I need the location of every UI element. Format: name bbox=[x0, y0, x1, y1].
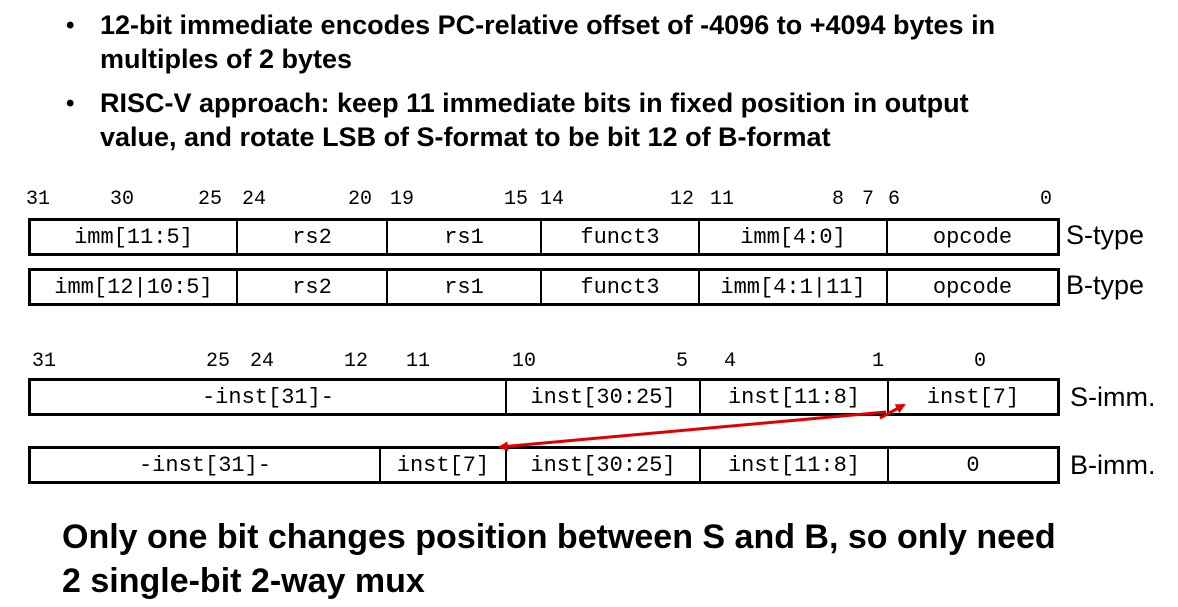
s-imm-field-inst-11-8: inst[11:8] bbox=[701, 381, 889, 413]
bit-number: 15 bbox=[504, 188, 529, 211]
s-type-format-row: imm[11:5] rs2 rs1 funct3 imm[4:0] opcode bbox=[28, 218, 1060, 256]
bit-number: 0 bbox=[1040, 188, 1053, 211]
s-type-label: S-type bbox=[1066, 220, 1145, 250]
bit-number: 8 bbox=[832, 188, 845, 211]
bit-number: 6 bbox=[888, 188, 901, 211]
bullet-2-line-1: RISC-V approach: keep 11 immediate bits … bbox=[100, 88, 969, 118]
b-type-field-imm-4-1-11: imm[4:1|11] bbox=[700, 271, 888, 303]
b-type-label: B-type bbox=[1066, 270, 1145, 300]
b-type-field-opcode: opcode bbox=[932, 274, 1013, 300]
bit-number: 4 bbox=[724, 350, 737, 373]
b-imm-field-inst-7: inst[7] bbox=[381, 449, 507, 481]
b-imm-field-inst-11-8: inst[11:8] bbox=[701, 449, 889, 481]
bit-number: 31 bbox=[26, 188, 51, 211]
bit-number: 20 bbox=[348, 188, 373, 211]
bit-number: 25 bbox=[198, 188, 223, 211]
bit-number: 5 bbox=[676, 350, 689, 373]
s-type-field-rs1: rs1 bbox=[388, 221, 542, 253]
s-imm-label: S-imm. bbox=[1070, 382, 1156, 412]
s-imm-field-inst-30-25: inst[30:25] bbox=[507, 381, 701, 413]
bullet-1-line-1: 12-bit immediate encodes PC-relative off… bbox=[100, 10, 996, 40]
bit-number: 11 bbox=[710, 188, 735, 211]
b-imm-field-inst-30-25: inst[30:25] bbox=[507, 449, 701, 481]
conclusion-line-1: Only one bit changes position between S … bbox=[62, 518, 1056, 556]
bit-number: 19 bbox=[390, 188, 415, 211]
b-imm-field-zero: 0 bbox=[966, 452, 980, 478]
s-type-field-imm-4-0: imm[4:0] bbox=[700, 221, 888, 253]
bullet-2-line-2: value, and rotate LSB of S-format to be … bbox=[100, 122, 831, 152]
bit-number: 7 bbox=[862, 188, 875, 211]
b-imm-row: -inst[31]- inst[7] inst[30:25] inst[11:8… bbox=[28, 446, 1060, 484]
s-type-field-rs2: rs2 bbox=[238, 221, 388, 253]
bit-number: 30 bbox=[110, 188, 135, 211]
bullet-dot: • bbox=[66, 90, 75, 117]
b-imm-label: B-imm. bbox=[1070, 450, 1156, 480]
arrow-to-s-imm-bit bbox=[879, 403, 906, 420]
bit-number: 12 bbox=[670, 188, 695, 211]
bit-number: 24 bbox=[250, 350, 275, 373]
arrow-inst7-to-b-imm-bit11 bbox=[498, 410, 887, 452]
b-type-format-row: imm[12|10:5] rs2 rs1 funct3 imm[4:1|11] … bbox=[28, 268, 1060, 306]
bit-number: 25 bbox=[206, 350, 231, 373]
b-imm-field-sign: -inst[31]- bbox=[31, 449, 381, 481]
bit-number: 31 bbox=[32, 350, 57, 373]
s-type-field-imm-11-5: imm[11:5] bbox=[31, 221, 238, 253]
s-imm-field-sign: -inst[31]- bbox=[31, 381, 507, 413]
bullet-1-line-2: multiples of 2 bytes bbox=[100, 44, 353, 74]
b-type-field-imm-12-10-5: imm[12|10:5] bbox=[31, 271, 238, 303]
bit-number: 1 bbox=[872, 350, 885, 373]
b-type-field-rs2: rs2 bbox=[238, 271, 388, 303]
conclusion-line-2: 2 single-bit 2-way mux bbox=[62, 562, 425, 600]
bit-number: 24 bbox=[242, 188, 267, 211]
bit-number: 14 bbox=[540, 188, 565, 211]
s-imm-field-inst-7: inst[7] bbox=[926, 384, 1020, 410]
bit-number: 10 bbox=[512, 350, 537, 373]
s-type-field-opcode: opcode bbox=[932, 224, 1013, 250]
bullet-dot: • bbox=[66, 12, 75, 39]
bit-number: 12 bbox=[344, 350, 369, 373]
s-imm-row: -inst[31]- inst[30:25] inst[11:8] inst[7… bbox=[28, 378, 1060, 416]
bit-number: 11 bbox=[406, 350, 431, 373]
bit-number: 0 bbox=[974, 350, 987, 373]
b-type-field-funct3: funct3 bbox=[542, 271, 700, 303]
s-type-field-funct3: funct3 bbox=[542, 221, 700, 253]
b-type-field-rs1: rs1 bbox=[388, 271, 542, 303]
